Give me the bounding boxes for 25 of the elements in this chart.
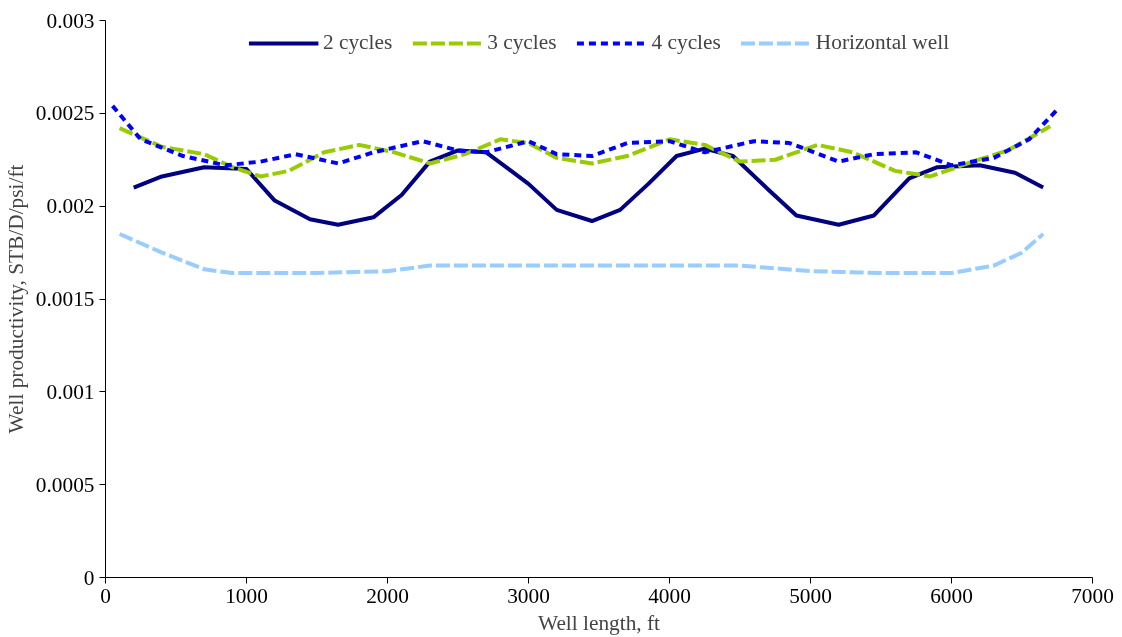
line-series	[117, 232, 1046, 276]
y-tick-label: 0.0025	[35, 101, 95, 126]
x-tick-label: 4000	[648, 583, 691, 608]
legend-label: Horizontal well	[815, 30, 950, 55]
y-tick-label: 0.0015	[35, 287, 95, 311]
y-tick-label: 0.003	[46, 8, 95, 33]
legend-label: 2 cycles	[322, 30, 393, 55]
x-tick-label: 3000	[507, 583, 550, 608]
x-tick-label: 6000	[930, 583, 973, 608]
y-tick-label: 0.001	[46, 379, 95, 404]
y-axis-title: Well productivity, STB/D/psi/ft	[3, 164, 28, 434]
x-tick-label: 2000	[366, 583, 409, 608]
x-tick-label: 5000	[789, 583, 832, 608]
legend-label: 4 cycles	[651, 30, 721, 55]
line-series	[117, 124, 1053, 179]
x-tick-label: 0	[100, 583, 111, 608]
y-tick-label: 0.0005	[35, 472, 95, 497]
y-tick-label: 0.002	[46, 194, 95, 219]
x-axis-title: Well length, ft	[537, 610, 661, 635]
line-series	[110, 103, 1060, 168]
y-tick-label: 0	[83, 565, 95, 590]
line-series	[131, 146, 1046, 227]
legend-label: 3 cycles	[487, 30, 557, 55]
x-tick-label: 7000	[1071, 583, 1114, 608]
x-tick-label: 1000	[225, 583, 268, 608]
